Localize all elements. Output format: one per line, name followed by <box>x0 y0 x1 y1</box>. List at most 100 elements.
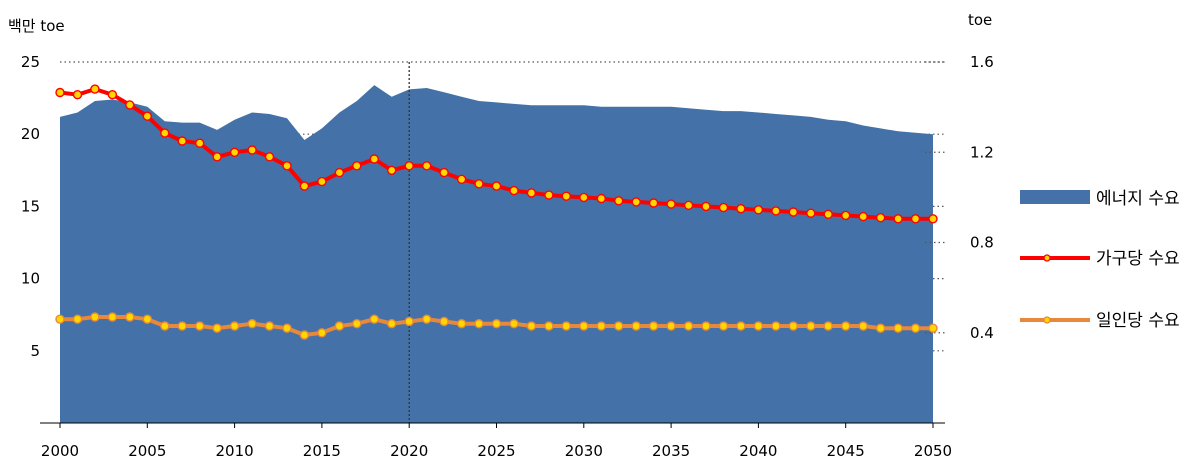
point-household-demand <box>509 185 519 196</box>
x-tick-label: 2010 <box>216 442 254 460</box>
point-household-demand <box>439 167 449 178</box>
y-right-tick-label: 0.8 <box>970 234 994 252</box>
point-household-demand <box>596 193 606 204</box>
point-household-demand <box>125 100 135 110</box>
point-household-demand <box>614 196 624 206</box>
point-household-demand <box>369 154 379 164</box>
point-household-demand <box>317 176 327 187</box>
y-left-tick-label: 25 <box>21 53 40 71</box>
x-tick-label: 2040 <box>739 442 777 460</box>
point-household-demand <box>841 210 851 221</box>
y-right-tick-label: 1.6 <box>970 53 994 71</box>
legend-marker-per-capita-demand <box>1043 316 1051 324</box>
point-per-capita-demand <box>72 314 83 324</box>
y-right-tick-label: 0.4 <box>970 324 994 342</box>
point-household-demand <box>753 205 764 215</box>
point-household-demand <box>666 199 676 209</box>
point-per-capita-demand <box>142 314 153 324</box>
point-household-demand <box>474 179 484 189</box>
point-household-demand <box>90 84 100 94</box>
overlay-layer <box>408 61 945 423</box>
point-household-demand <box>55 87 65 98</box>
point-household-demand <box>229 147 240 158</box>
point-household-demand <box>282 161 292 171</box>
point-household-demand <box>544 190 554 200</box>
point-per-capita-demand <box>282 323 292 333</box>
left-axis-unit: 백만 toe <box>8 17 65 35</box>
point-per-capita-demand <box>736 321 746 331</box>
point-per-capita-demand <box>439 316 449 327</box>
point-per-capita-demand <box>631 321 641 331</box>
point-per-capita-demand <box>596 321 606 331</box>
point-per-capita-demand <box>177 321 187 331</box>
point-household-demand <box>299 181 310 191</box>
point-household-demand <box>387 165 397 176</box>
point-per-capita-demand <box>334 321 345 331</box>
point-per-capita-demand <box>264 321 275 331</box>
point-household-demand <box>771 206 781 216</box>
point-per-capita-demand <box>404 316 414 327</box>
point-per-capita-demand <box>474 319 484 329</box>
point-household-demand <box>893 214 903 224</box>
point-per-capita-demand <box>893 323 903 333</box>
point-per-capita-demand <box>526 321 537 331</box>
point-household-demand <box>561 191 571 201</box>
point-per-capita-demand <box>194 321 205 331</box>
point-per-capita-demand <box>491 319 502 329</box>
point-household-demand <box>788 207 798 217</box>
point-household-demand <box>910 214 921 224</box>
point-per-capita-demand <box>579 321 589 331</box>
legend: 에너지 수요 가구당 수요 일인당 수요 <box>1020 189 1180 331</box>
point-per-capita-demand <box>858 321 868 331</box>
legend-item-per-capita-demand: 일인당 수요 <box>1020 311 1180 331</box>
point-household-demand <box>72 89 83 100</box>
point-household-demand <box>648 198 659 208</box>
point-per-capita-demand <box>841 321 851 331</box>
point-household-demand <box>142 111 153 121</box>
point-per-capita-demand <box>771 321 781 331</box>
point-household-demand <box>526 188 537 198</box>
legend-label-energy-demand: 에너지 수요 <box>1096 189 1180 209</box>
point-household-demand <box>177 136 187 146</box>
point-household-demand <box>858 211 868 222</box>
y-left-tick-label: 10 <box>21 270 40 288</box>
point-household-demand <box>247 145 257 155</box>
legend-marker-household-demand <box>1043 254 1051 262</box>
point-per-capita-demand <box>55 314 65 324</box>
point-household-demand <box>701 201 711 212</box>
point-household-demand <box>806 208 816 218</box>
point-per-capita-demand <box>561 321 571 331</box>
point-per-capita-demand <box>125 312 135 322</box>
area-energy-demand <box>60 85 933 423</box>
x-tick-label: 2035 <box>652 442 690 460</box>
point-per-capita-demand <box>369 314 379 324</box>
point-per-capita-demand <box>875 323 886 333</box>
point-household-demand <box>212 152 222 162</box>
point-per-capita-demand <box>422 314 432 324</box>
point-per-capita-demand <box>666 321 676 331</box>
x-tick-label: 2045 <box>827 442 865 460</box>
point-household-demand <box>160 128 170 138</box>
point-household-demand <box>491 181 502 191</box>
point-household-demand <box>683 200 694 211</box>
point-household-demand <box>107 89 118 100</box>
point-household-demand <box>718 202 729 213</box>
point-per-capita-demand <box>160 321 170 331</box>
point-household-demand <box>823 209 833 220</box>
point-household-demand <box>928 214 938 224</box>
x-tick-label: 2025 <box>477 442 515 460</box>
point-per-capita-demand <box>212 323 222 333</box>
y-left-tick-label: 15 <box>21 197 40 215</box>
point-per-capita-demand <box>928 323 938 333</box>
point-per-capita-demand <box>544 321 554 331</box>
point-per-capita-demand <box>229 321 240 331</box>
y-right-tick-label: 1.2 <box>970 143 994 161</box>
point-household-demand <box>579 192 589 203</box>
legend-item-energy-demand: 에너지 수요 <box>1020 189 1180 209</box>
point-household-demand <box>456 174 467 185</box>
point-per-capita-demand <box>352 319 362 329</box>
point-per-capita-demand <box>701 321 711 331</box>
point-household-demand <box>631 197 641 207</box>
point-per-capita-demand <box>247 319 257 329</box>
x-tick-label: 2015 <box>303 442 341 460</box>
